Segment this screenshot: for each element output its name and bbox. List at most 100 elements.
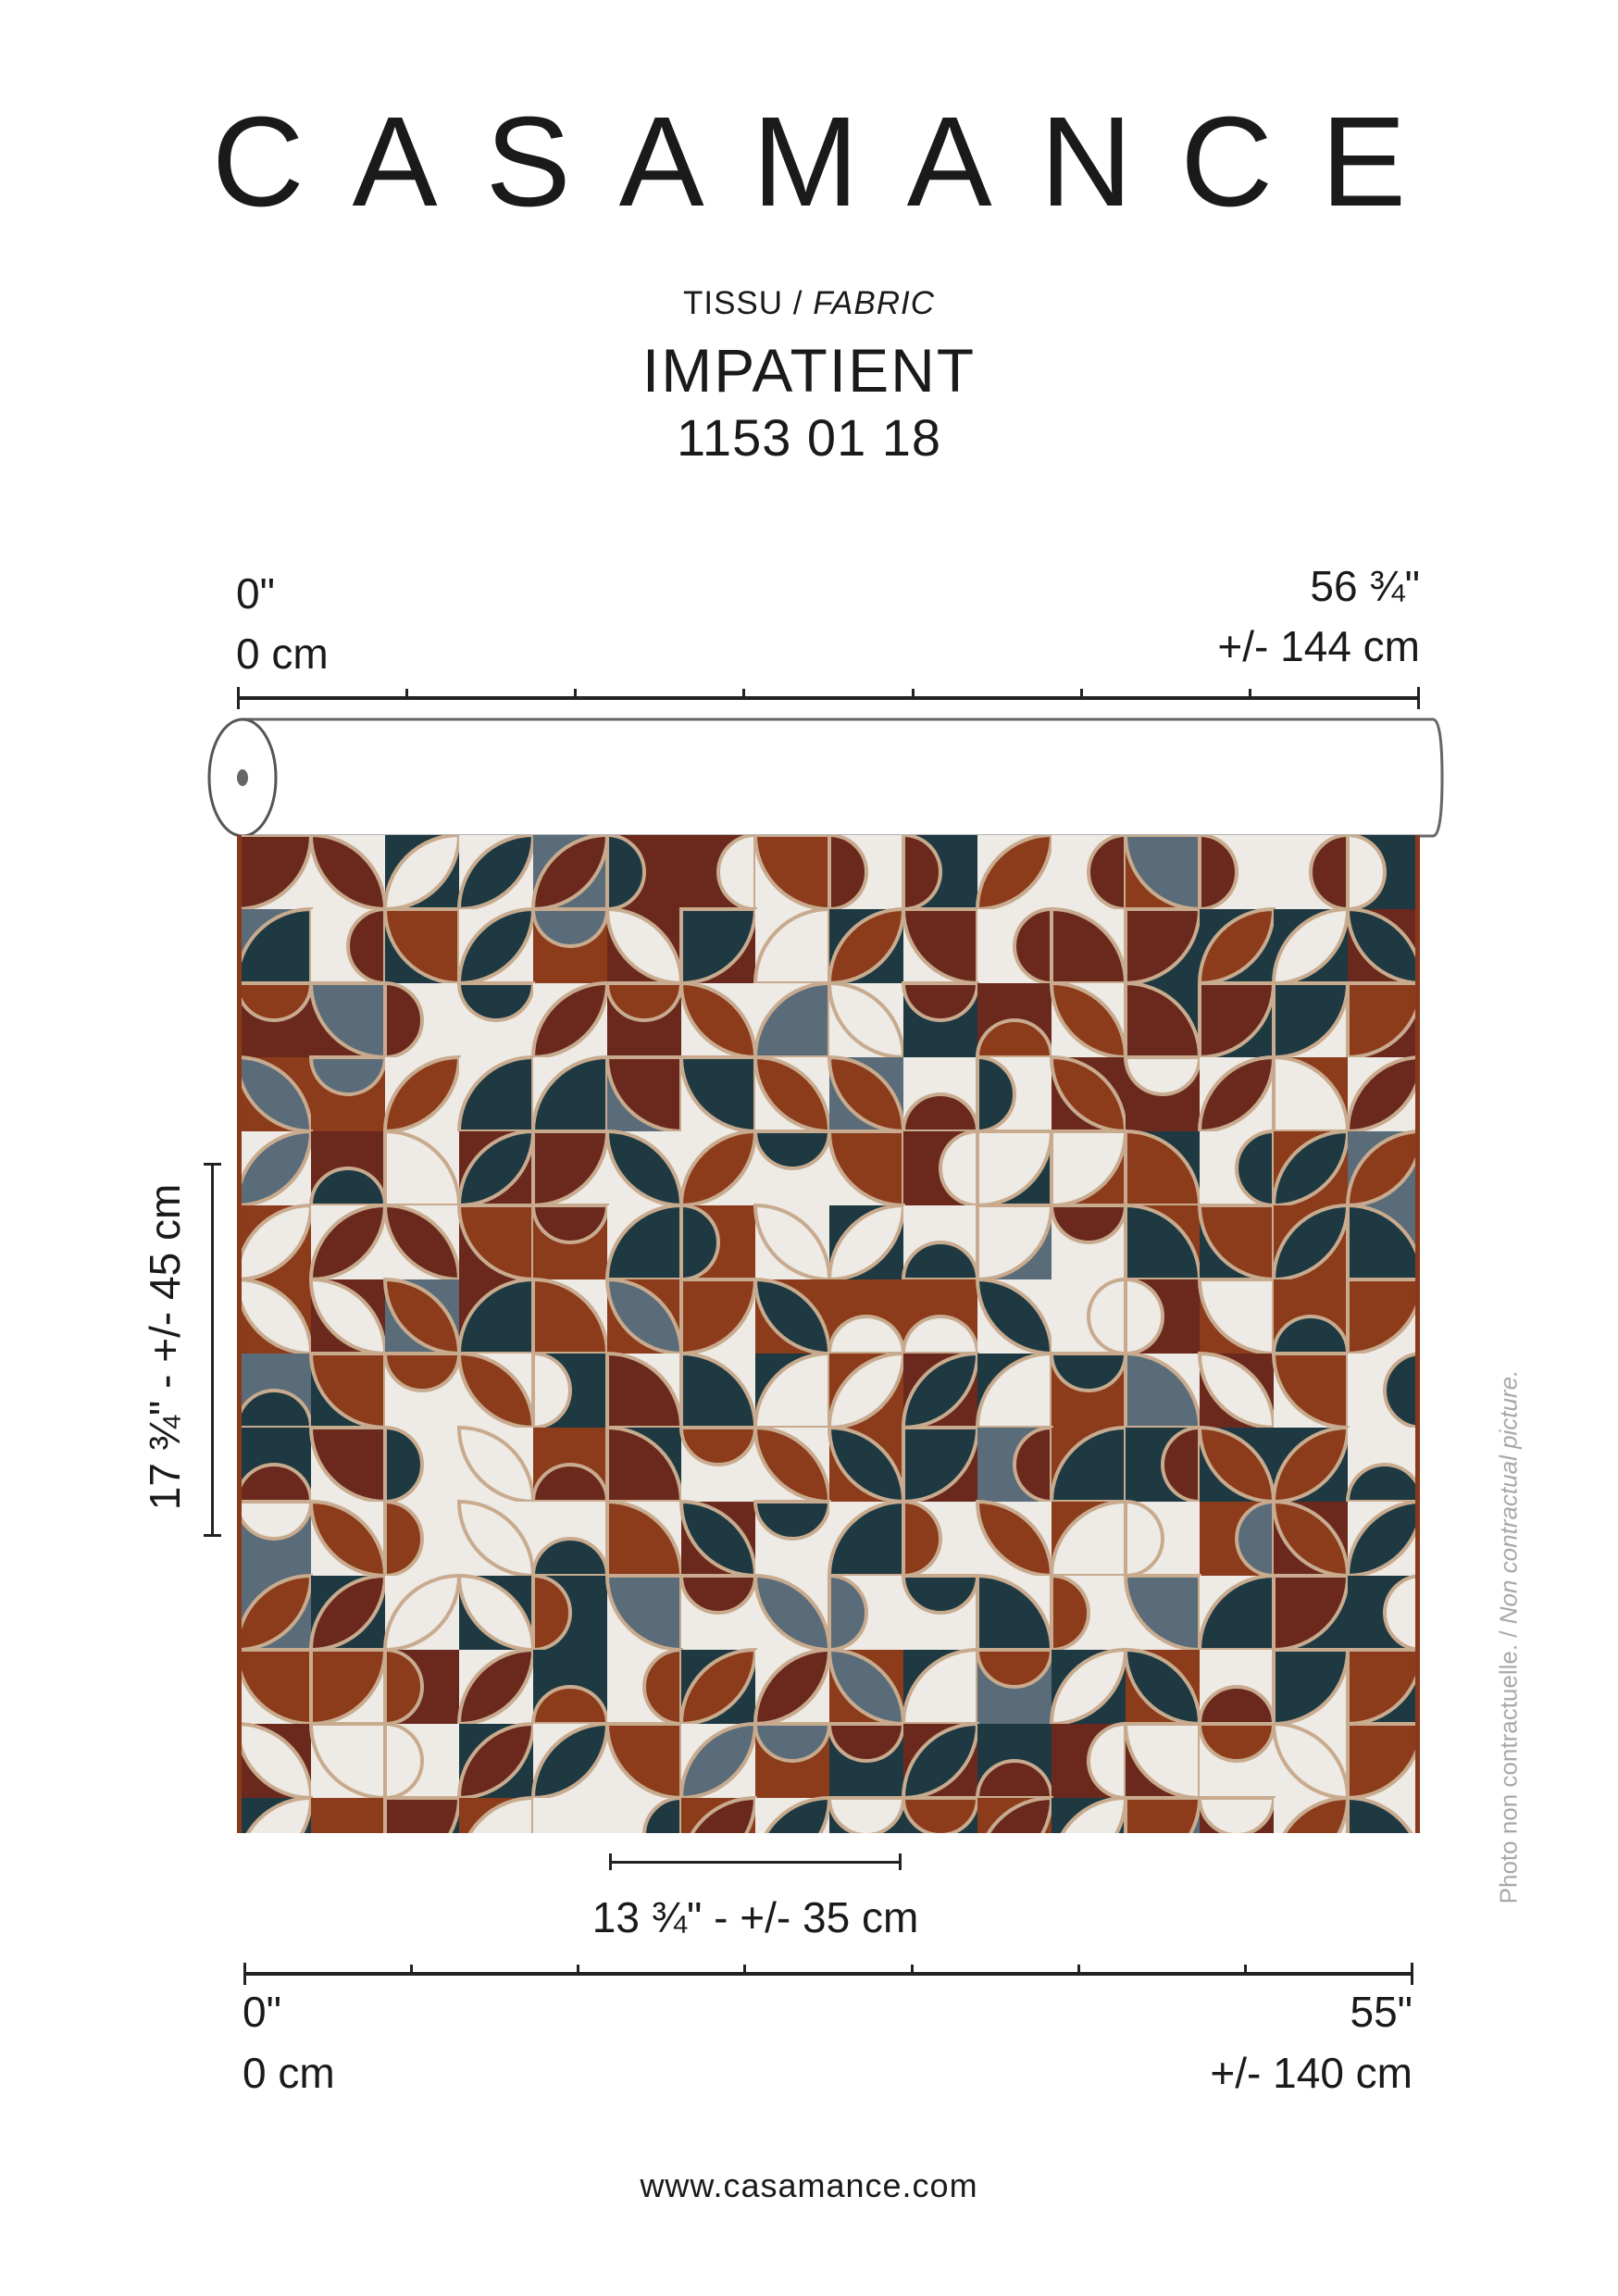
ruler-tick — [577, 1965, 579, 1974]
ruler-tick — [243, 1963, 246, 1985]
pattern-shape — [531, 1573, 572, 1653]
ruler-tick — [911, 1965, 914, 1974]
pattern-shape — [827, 1315, 906, 1355]
ruler-tick — [1411, 1963, 1413, 1985]
ruler-tick — [1244, 1965, 1247, 1974]
pattern-shape — [827, 1499, 905, 1578]
pattern-shape — [976, 1054, 1016, 1134]
pattern-shape — [716, 835, 757, 912]
pattern-shape — [1345, 906, 1420, 985]
brand-logo: CASAMANCE — [211, 91, 1455, 233]
pattern-shape — [901, 1315, 980, 1355]
pattern-shape — [1124, 1499, 1164, 1578]
fabric-swatch — [237, 835, 1420, 1833]
product-name: IMPATIENT — [641, 336, 977, 405]
pattern-shape — [1197, 1796, 1276, 1833]
bottom-left-cm: 0 cm — [243, 2049, 335, 2097]
pattern-shape — [308, 1426, 387, 1504]
pattern-shape — [901, 1241, 980, 1281]
pattern-shape — [975, 1018, 1054, 1059]
ruler-tick — [1417, 687, 1420, 709]
ruler-tick — [410, 1965, 413, 1974]
top-right-inches: 56 ¾" — [1310, 562, 1420, 610]
pattern-shape — [939, 1129, 979, 1208]
pattern-shape — [1013, 1425, 1053, 1504]
pattern-tile — [311, 1798, 385, 1833]
pattern-shape — [1049, 1499, 1127, 1578]
pattern-shape — [1383, 1352, 1420, 1429]
pattern-shape — [1087, 835, 1127, 912]
product-reference: 1153 01 18 — [676, 408, 942, 467]
vertical-repeat-line — [211, 1163, 214, 1537]
pattern-shape — [1271, 1315, 1350, 1355]
selvedge-right — [1415, 835, 1420, 1833]
pattern-shape — [753, 980, 831, 1059]
pattern-shape — [901, 1574, 980, 1615]
pattern-shape — [690, 1795, 758, 1833]
ruler-tick — [743, 1965, 746, 1974]
pattern-shape — [604, 1722, 683, 1801]
pattern-shape — [1161, 1425, 1201, 1504]
pattern-shape — [1197, 1573, 1276, 1652]
category-en: FABRIC — [813, 285, 935, 321]
top-right-cm: +/- 144 cm — [1217, 622, 1420, 670]
ruler-tick — [237, 687, 240, 709]
pattern-shape — [237, 1129, 314, 1208]
pattern-shape — [975, 1648, 1054, 1689]
pattern-shape — [1087, 1277, 1127, 1356]
pattern-shape — [467, 1795, 535, 1833]
ruler-tick — [1080, 689, 1083, 698]
pattern-shape — [456, 981, 536, 1022]
horizontal-repeat-line — [609, 1861, 902, 1864]
pattern-shape — [308, 1722, 387, 1801]
pattern-shape — [764, 1795, 832, 1833]
pattern-shape — [1123, 1055, 1202, 1096]
website-link[interactable]: www.casamance.com — [640, 2166, 978, 2204]
pattern-shape — [1235, 1129, 1276, 1208]
pattern-shape — [1050, 1573, 1090, 1653]
pattern-shape — [902, 1426, 980, 1504]
pattern-shape — [901, 1796, 980, 1833]
pattern-shape — [530, 1537, 610, 1578]
pattern-shape — [901, 1647, 979, 1726]
pattern-shape — [901, 1092, 980, 1133]
pattern-shape — [530, 1204, 610, 1244]
pattern-shape — [382, 1352, 462, 1392]
pattern-shape — [1124, 1277, 1164, 1356]
pattern-shape — [986, 1795, 1054, 1833]
bottom-right-inches: 55" — [1350, 1988, 1413, 2036]
pattern-shape — [1124, 1203, 1202, 1281]
ruler-tick — [742, 689, 745, 698]
pattern-shape — [828, 835, 868, 912]
pattern-shape — [456, 1054, 535, 1133]
pattern-shape — [383, 1425, 424, 1504]
pattern-shape — [753, 1129, 832, 1170]
selvedge-left — [237, 835, 242, 1833]
vertical-repeat-label: 17 ¾" - +/- 45 cm — [141, 1183, 189, 1511]
pattern-shape — [975, 1759, 1054, 1800]
pattern-shape — [308, 1055, 388, 1096]
pattern-shape — [827, 1722, 906, 1763]
pattern-shape — [604, 1055, 683, 1134]
pattern-shape — [1383, 1574, 1420, 1652]
ruler-tick — [574, 689, 577, 698]
pattern-shape — [604, 981, 684, 1022]
horizontal-repeat-label: 13 ¾" - +/- 35 cm — [591, 1893, 919, 1941]
pattern-shape — [1124, 1351, 1202, 1429]
pattern-shape — [1197, 1722, 1276, 1763]
pattern-shape — [828, 1573, 868, 1653]
pattern-shape — [530, 1685, 610, 1726]
pattern-shape — [902, 835, 942, 912]
pattern-shape — [1124, 1796, 1202, 1833]
pattern-shape — [753, 1500, 832, 1541]
pattern-shape — [1049, 1204, 1128, 1244]
pattern-shape — [1197, 1278, 1276, 1356]
pattern-shape — [1013, 906, 1053, 986]
product-category: TISSU / FABRIC — [0, 285, 1618, 322]
pattern-shape — [604, 1574, 683, 1653]
disclaimer-en: Non contractual picture. — [1494, 1369, 1523, 1625]
ruler-tick — [1077, 1965, 1080, 1974]
ruler-tick — [1249, 689, 1251, 698]
pattern-shape — [237, 1203, 314, 1282]
pattern-shape — [1049, 1425, 1127, 1504]
